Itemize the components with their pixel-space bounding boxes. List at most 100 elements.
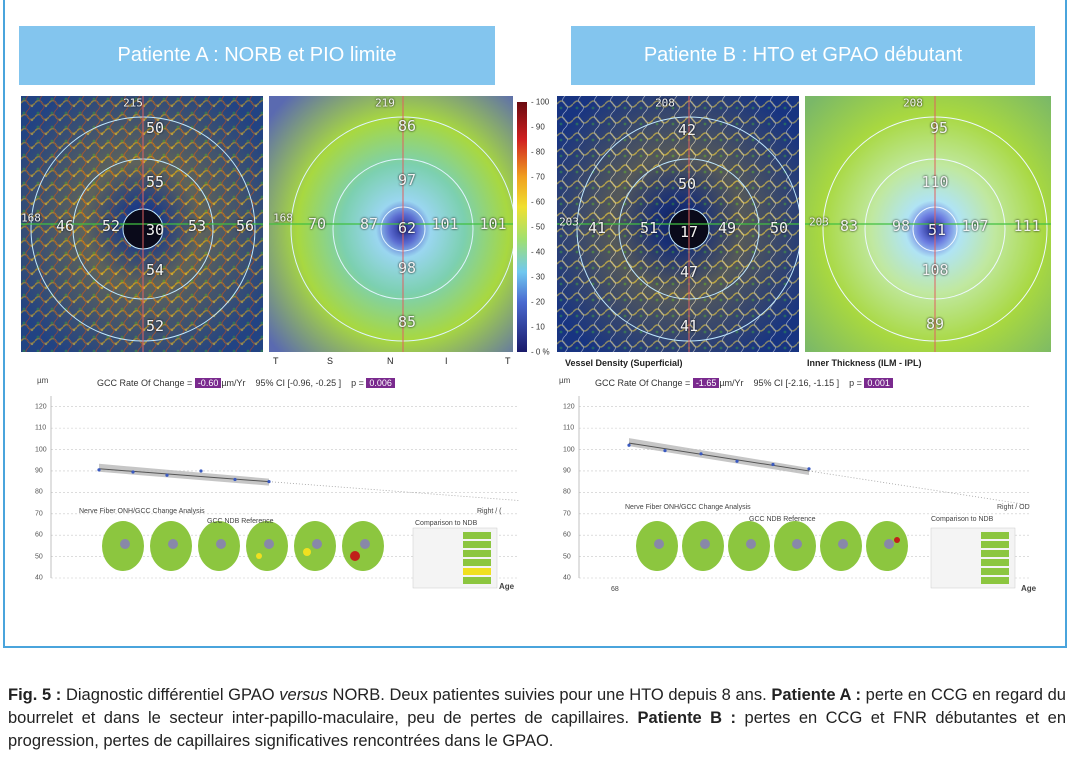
comparison-cell	[463, 559, 491, 566]
angio-b-value: 42	[677, 121, 697, 139]
change-title-a: Nerve Fiber ONH/GCC Change Analysis	[79, 508, 205, 515]
deviation-spot	[894, 537, 900, 543]
colorbar-tick: - 0 %	[531, 347, 550, 357]
deviation-map-disc	[654, 539, 664, 549]
comparison-cell	[463, 568, 491, 575]
deviation-map-disc	[120, 539, 130, 549]
data-point	[233, 477, 237, 482]
comparison-b: Comparison to NDB	[931, 516, 994, 523]
y-tick-label: 80	[35, 488, 43, 496]
angio-a-value: 52	[101, 217, 121, 235]
y-tick-label: 120	[563, 403, 575, 411]
data-point	[267, 480, 271, 484]
angio-a-value: 52	[145, 317, 165, 335]
comparison-cell	[981, 577, 1009, 584]
thickness-b-value: 111	[1013, 217, 1041, 235]
y-tick-label: 60	[563, 531, 571, 539]
comparison-cell	[463, 577, 491, 584]
thickness-a-left-label: 168	[273, 211, 293, 225]
gcc-p-a-value: 0.006	[366, 378, 395, 388]
tsnit-label: T	[505, 356, 511, 366]
deviation-map-disc	[216, 539, 226, 549]
deviation-spot	[303, 548, 311, 556]
angio-b-left-label: 203	[559, 215, 579, 229]
y-tick-label: 60	[35, 531, 43, 539]
gcc-rate-b-value: -1.65	[692, 378, 720, 388]
thickness-a-value: 87	[359, 215, 379, 233]
angio-b-value: 50	[677, 175, 697, 193]
panel-a-angio: 215 168 50 55 46 52 30 53 56 54 52	[21, 96, 263, 352]
thickness-a-value: 70	[307, 215, 327, 233]
deviation-spot	[256, 553, 262, 559]
colorbar-tick: - 20	[531, 297, 545, 307]
angio-b-value: 17	[679, 223, 699, 241]
colorbar-tick: - 90	[531, 122, 545, 132]
data-point	[199, 469, 203, 473]
y-tick-label: 90	[563, 467, 571, 475]
angio-a-top-label: 215	[123, 96, 143, 110]
thickness-map-a	[269, 96, 513, 352]
deviation-map-disc	[312, 539, 322, 549]
trend-chart-b: GCC Rate Of Change = -1.65 µm/Yr 95% CI […	[553, 374, 1037, 596]
comparison-cell	[981, 541, 1009, 548]
y-tick-label: 50	[563, 553, 571, 561]
data-point	[663, 449, 667, 453]
vessel-density-label: Vessel Density (Superficial)	[565, 358, 683, 368]
y-tick-label: 70	[563, 510, 571, 518]
colorbar-tick: - 80	[531, 147, 545, 157]
colorbar-tick: - 30	[531, 272, 545, 282]
thickness-a-value: 101	[479, 215, 507, 233]
colorbar-tick: - 60	[531, 197, 545, 207]
data-point	[807, 467, 811, 471]
y-tick-label: 120	[35, 403, 47, 411]
comparison-cell	[463, 550, 491, 557]
x-first-b: 68	[611, 586, 619, 593]
caption-fig-label: Fig. 5 :	[8, 686, 62, 704]
trend-line	[628, 442, 810, 472]
angio-pattern-a	[21, 96, 263, 352]
figure-caption: Fig. 5 : Diagnostic différentiel GPAO ve…	[8, 686, 1066, 750]
data-point	[131, 470, 135, 474]
thickness-b-value: 95	[929, 119, 949, 137]
y-tick-label: 50	[35, 553, 43, 561]
comparison-cell	[981, 550, 1009, 557]
deviation-map-disc	[264, 539, 274, 549]
data-point	[699, 452, 703, 456]
data-point	[627, 443, 631, 447]
thickness-b-value: 107	[961, 217, 989, 235]
panel-b-thickness: 208 203 95 110 83 98 51 107 111 108 89	[805, 96, 1051, 352]
angio-b-value: 50	[769, 219, 789, 237]
deviation-map-disc	[746, 539, 756, 549]
deviation-map-disc	[884, 539, 894, 549]
angio-a-value: 55	[145, 173, 165, 191]
gcc-rate-a: GCC Rate Of Change = -0.60 µm/Yr 95% CI […	[97, 378, 395, 388]
angio-pattern-b	[557, 96, 799, 352]
thickness-a-value: 86	[397, 117, 417, 135]
deviation-map-disc	[360, 539, 370, 549]
colorbar-tick: - 100	[531, 97, 550, 107]
angio-b-value: 51	[639, 219, 659, 237]
y-tick-label: 110	[563, 424, 575, 432]
y-tick-label: 110	[35, 424, 47, 432]
panel-b-angio: 208 203 42 50 41 51 17 49 50 47 41	[557, 96, 799, 352]
deviation-map-disc	[838, 539, 848, 549]
data-point	[165, 473, 169, 477]
thickness-b-value: 89	[925, 315, 945, 333]
y-tick-label: 40	[563, 574, 571, 582]
colorbar	[517, 102, 527, 352]
trend-plot-b	[578, 396, 1032, 589]
thickness-a-value: 97	[397, 171, 417, 189]
comparison-cell	[981, 568, 1009, 575]
y-tick-label: 100	[35, 446, 47, 454]
angio-a-value: 56	[235, 217, 255, 235]
thickness-b-value: 83	[839, 217, 859, 235]
trend-extrapolation	[268, 481, 520, 501]
panel-b-title: Patiente B : HTO et GPAO débutant	[571, 26, 1035, 85]
thickness-b-left-label: 203	[809, 215, 829, 229]
thickness-a-value: 98	[397, 259, 417, 277]
comparison-a: Comparison to NDB	[415, 520, 478, 527]
thickness-a-value: 62	[397, 219, 417, 237]
angio-b-value: 47	[679, 263, 699, 281]
y-tick-label: 90	[35, 467, 43, 475]
thickness-b-top-label: 208	[903, 96, 923, 110]
